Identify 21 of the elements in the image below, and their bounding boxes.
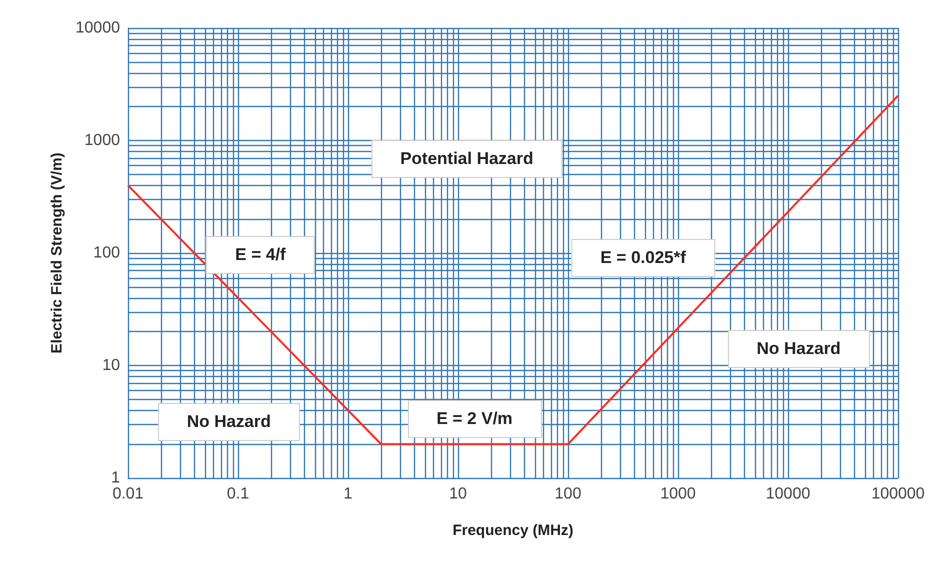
- y-tick-label: 1: [111, 470, 120, 486]
- x-tick-label: 1: [344, 486, 353, 502]
- x-axis-title: Frequency (MHz): [452, 522, 574, 539]
- x-tick-label: 10: [449, 486, 467, 502]
- y-axis-title: Electric Field Strength (V/m): [48, 152, 66, 354]
- label-box: E = 0.025*f: [571, 239, 715, 278]
- label-box: No Hazard: [158, 402, 300, 441]
- x-tick-label: 10000: [766, 486, 810, 502]
- x-tick-label: 100: [554, 486, 582, 502]
- y-tick-label: 10000: [76, 20, 120, 36]
- x-tick-label: 1000: [660, 486, 696, 502]
- x-tick-label: 0.1: [226, 486, 250, 502]
- label-box: E = 4/f: [206, 236, 315, 274]
- label-box: Potential Hazard: [371, 140, 562, 178]
- y-tick-label: 100: [93, 244, 120, 262]
- x-tick-label: 100000: [871, 486, 925, 502]
- y-tick-label: 10: [102, 357, 120, 374]
- x-tick-label: 0.01: [112, 486, 144, 502]
- label-box: No Hazard: [728, 330, 870, 368]
- label-box: E = 2 V/m: [407, 400, 542, 438]
- y-tick-label: 1000: [84, 132, 120, 149]
